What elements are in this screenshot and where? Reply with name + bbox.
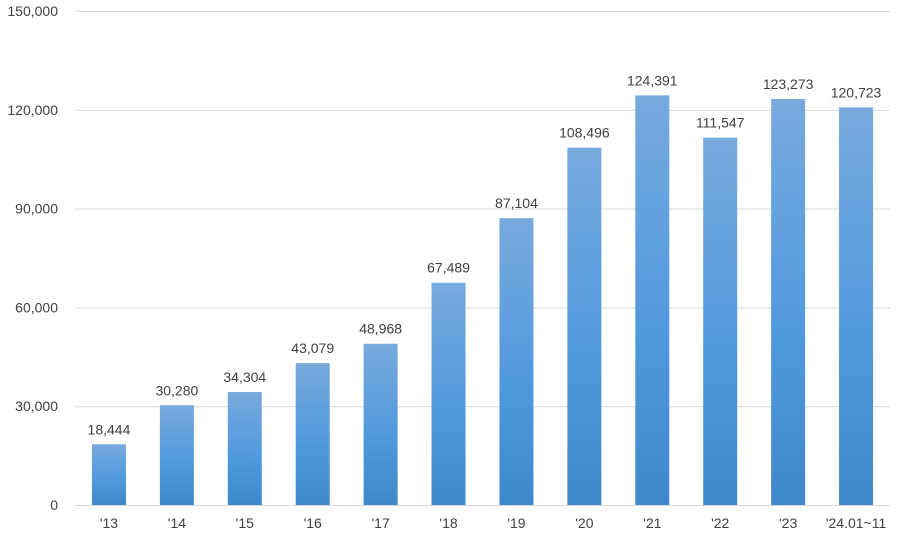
bar-value-label: 18,444 <box>88 421 131 437</box>
x-tick-label: '20 <box>575 515 593 531</box>
bar-value-label: 108,496 <box>559 125 610 141</box>
y-tick-label: 90,000 <box>15 201 58 217</box>
bar-value-label: 43,079 <box>291 340 334 356</box>
bar <box>295 363 330 505</box>
bar <box>703 137 738 505</box>
gridlines <box>75 11 890 506</box>
bar <box>227 392 262 505</box>
x-tick-label: '19 <box>507 515 525 531</box>
y-tick-label: 30,000 <box>15 398 58 414</box>
bar-value-label: 124,391 <box>627 72 678 88</box>
x-tick-label: '17 <box>372 515 390 531</box>
y-tick-label: 120,000 <box>7 102 58 118</box>
x-tick-label: '23 <box>779 515 797 531</box>
x-tick-label: '22 <box>711 515 729 531</box>
bar-value-label: 120,723 <box>831 84 882 100</box>
bar-value-label: 48,968 <box>359 321 402 337</box>
x-tick-label: '13 <box>100 515 118 531</box>
bar <box>91 444 126 505</box>
y-axis-tick-labels: 0 30,000 60,000 90,000 120,000 150,000 <box>7 3 58 513</box>
bar <box>771 99 806 505</box>
bar-value-label: 87,104 <box>495 195 538 211</box>
x-tick-label: '21 <box>643 515 661 531</box>
bar <box>363 343 398 505</box>
bar-value-label: 67,489 <box>427 260 470 276</box>
bar <box>567 147 602 505</box>
bar-value-label: 123,273 <box>763 76 814 92</box>
bar <box>159 405 194 505</box>
x-tick-label: '15 <box>236 515 254 531</box>
bar <box>499 218 534 505</box>
x-tick-label: '18 <box>439 515 457 531</box>
y-tick-label: 0 <box>50 497 58 513</box>
x-tick-label: '14 <box>168 515 186 531</box>
bar <box>431 282 466 505</box>
x-tick-label: '16 <box>304 515 322 531</box>
bars <box>91 95 874 506</box>
bar-value-label: 34,304 <box>223 369 266 385</box>
x-axis-tick-labels: '13 '14 '15 '16 '17 '18 '19 '20 '21 '22 '23 '24.01~… <box>100 515 887 531</box>
bar-value-label: 111,547 <box>696 115 745 131</box>
y-tick-label: 60,000 <box>15 299 58 315</box>
x-tick-label: '24.01~11 <box>826 515 887 531</box>
y-tick-label: 150,000 <box>7 3 58 19</box>
data-labels: 18,444 30,280 34,304 43,079 48,968 67,489 87,1… <box>88 72 882 437</box>
bar-value-label: 30,280 <box>155 382 198 398</box>
bar <box>839 107 874 506</box>
bar <box>635 95 670 505</box>
